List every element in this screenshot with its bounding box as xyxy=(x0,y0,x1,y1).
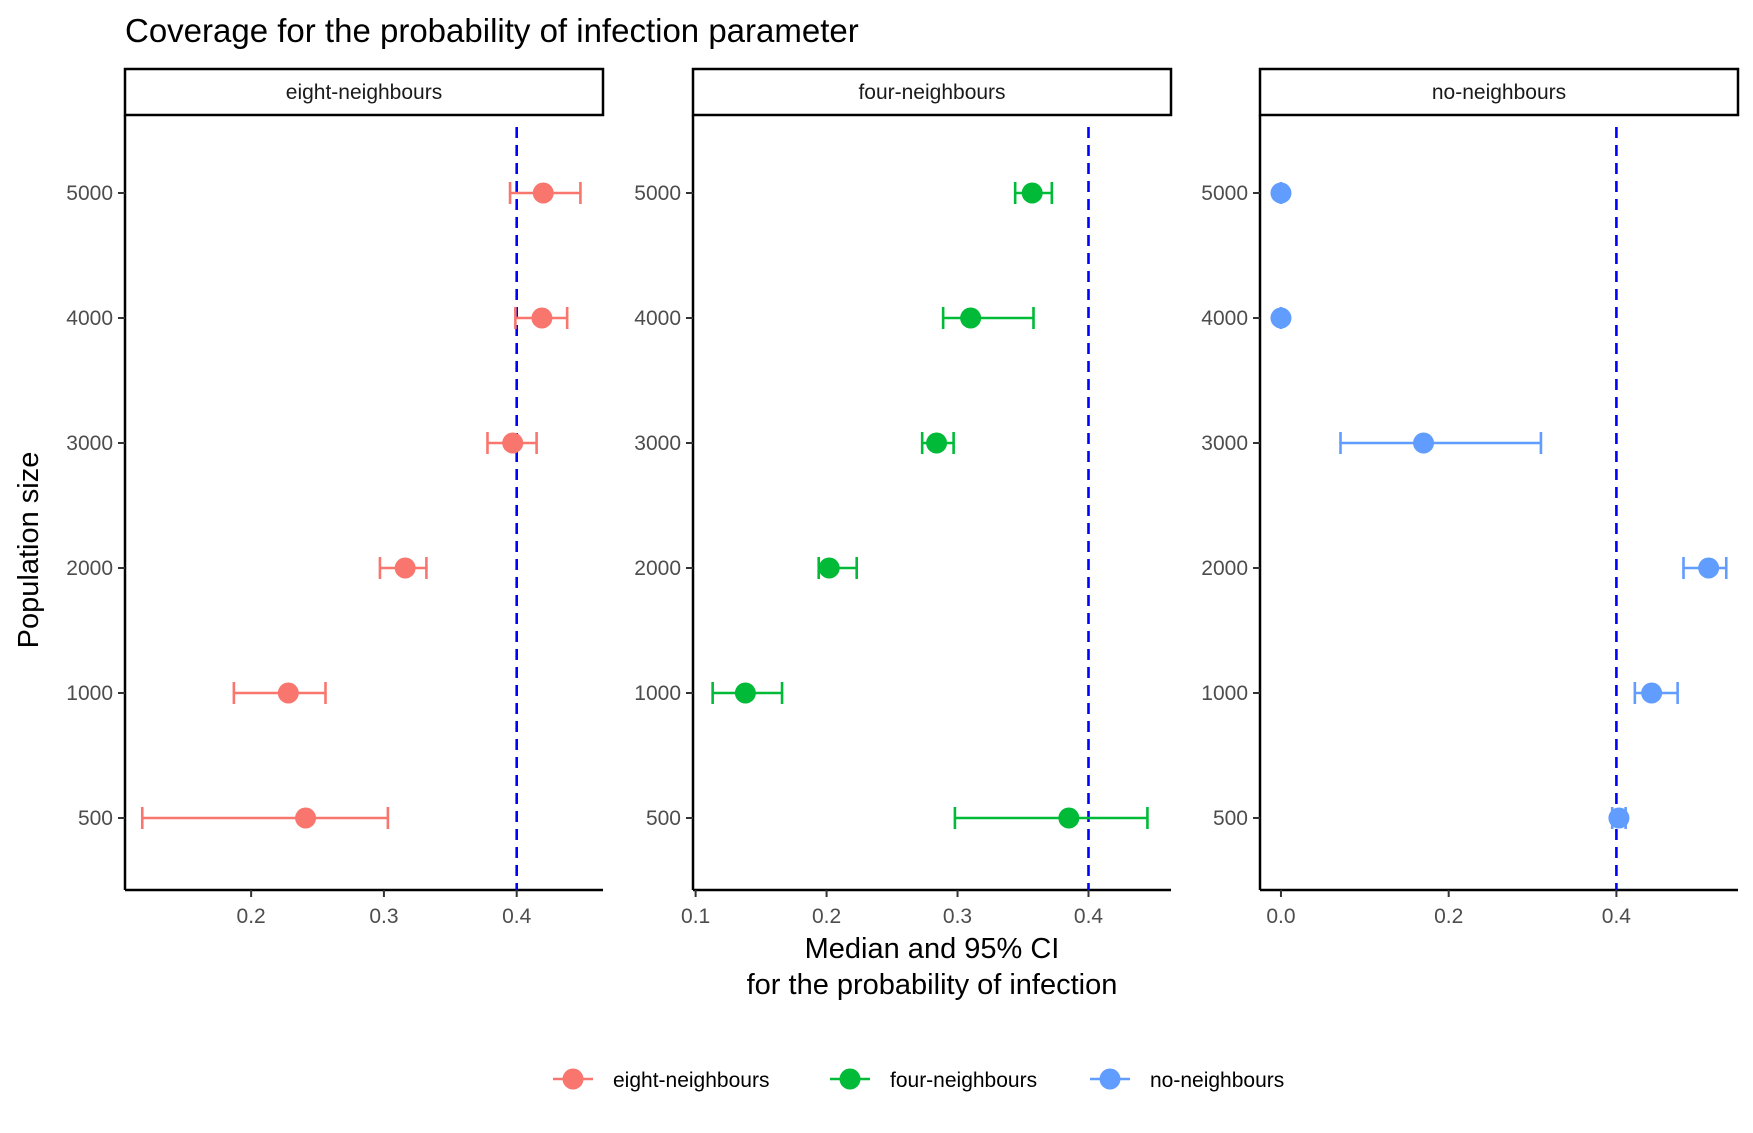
y-tick-label: 3000 xyxy=(634,432,681,455)
errorbar-500 xyxy=(140,807,390,829)
legend-label: no-neighbours xyxy=(1150,1069,1284,1092)
x-tick-label: 0.4 xyxy=(1602,905,1632,928)
y-tick-label: 1000 xyxy=(634,682,681,705)
y-tick-label: 1000 xyxy=(66,682,113,705)
median-point-3000 xyxy=(926,432,948,454)
y-tick-label: 5000 xyxy=(1201,182,1248,205)
y-axis-title: Population size xyxy=(13,452,45,649)
y-tick-label: 5000 xyxy=(66,182,113,205)
median-point-500 xyxy=(1608,807,1630,829)
facet-strip xyxy=(1258,67,1740,117)
y-tick-label: 2000 xyxy=(66,557,113,580)
median-point-3000 xyxy=(502,432,524,454)
median-point-4000 xyxy=(531,307,553,329)
x-tick-label: 0.3 xyxy=(369,905,398,928)
y-tick-label: 1000 xyxy=(1201,682,1248,705)
facet-panel-eight-neighbours: eight-neighbours 500 1000 2000 3000 4000 5000 0… xyxy=(66,67,605,928)
median-point-500 xyxy=(1058,807,1080,829)
median-point-500 xyxy=(295,807,317,829)
errorbar-4000 xyxy=(941,307,1035,329)
facet-strip-label: eight-neighbours xyxy=(286,81,442,104)
x-axis-title-line-2: for the probability of infection xyxy=(747,969,1118,1001)
y-tick-label: 4000 xyxy=(66,307,113,330)
median-point-5000 xyxy=(1270,182,1292,204)
legend-item-four-neighbours: four-neighbours xyxy=(830,1068,1037,1092)
y-tick-label: 500 xyxy=(78,807,113,830)
y-tick-label: 2000 xyxy=(1201,557,1248,580)
legend-key-point xyxy=(562,1068,584,1090)
facet-panel-no-neighbours: no-neighbours 500 1000 2000 3000 4000 5000 0.0 0… xyxy=(1201,67,1740,928)
facet-strip-label: no-neighbours xyxy=(1432,81,1566,104)
legend-label: four-neighbours xyxy=(890,1069,1037,1092)
y-tick-label: 500 xyxy=(646,807,681,830)
facet-panels: eight-neighbours 500 1000 2000 3000 4000 5000 0… xyxy=(66,67,1740,928)
errorbar-3000 xyxy=(1339,432,1543,454)
legend-key-point xyxy=(1099,1068,1121,1090)
legend: eight-neighbours four-neighbours no-neighb… xyxy=(553,1068,1284,1092)
x-axis-title-line-1: Median and 95% CI xyxy=(805,933,1060,965)
x-tick-label: 0.2 xyxy=(237,905,266,928)
x-tick-label: 0.2 xyxy=(1434,905,1463,928)
y-tick-label: 3000 xyxy=(66,432,113,455)
x-tick-label: 0.4 xyxy=(1074,905,1104,928)
median-point-1000 xyxy=(277,682,299,704)
y-tick-label: 5000 xyxy=(634,182,681,205)
legend-item-no-neighbours: no-neighbours xyxy=(1090,1068,1284,1092)
facet-panel-four-neighbours: four-neighbours 500 1000 2000 3000 4000 5000 0.… xyxy=(634,67,1173,928)
facet-strip xyxy=(123,67,605,117)
facet-strip-label: four-neighbours xyxy=(858,81,1005,104)
x-tick-label: 0.3 xyxy=(943,905,972,928)
median-point-1000 xyxy=(734,682,756,704)
median-point-2000 xyxy=(818,557,840,579)
median-point-3000 xyxy=(1413,432,1435,454)
y-tick-label: 3000 xyxy=(1201,432,1248,455)
y-tick-label: 4000 xyxy=(634,307,681,330)
median-point-5000 xyxy=(1021,182,1043,204)
x-tick-label: 0.2 xyxy=(812,905,841,928)
errorbar-500 xyxy=(953,807,1149,829)
median-point-4000 xyxy=(960,307,982,329)
median-point-5000 xyxy=(532,182,554,204)
median-point-4000 xyxy=(1270,307,1292,329)
median-point-2000 xyxy=(1698,557,1720,579)
legend-key-point xyxy=(839,1068,861,1090)
chart-title: Coverage for the probability of infectio… xyxy=(125,12,859,49)
median-point-2000 xyxy=(394,557,416,579)
x-tick-label: 0.0 xyxy=(1266,905,1295,928)
x-tick-label: 0.4 xyxy=(502,905,532,928)
y-tick-label: 4000 xyxy=(1201,307,1248,330)
median-point-1000 xyxy=(1641,682,1663,704)
legend-item-eight-neighbours: eight-neighbours xyxy=(553,1068,769,1092)
legend-label: eight-neighbours xyxy=(613,1069,769,1092)
y-tick-label: 2000 xyxy=(634,557,681,580)
facet-strip xyxy=(691,67,1173,117)
y-tick-label: 500 xyxy=(1213,807,1248,830)
x-tick-label: 0.1 xyxy=(681,905,710,928)
